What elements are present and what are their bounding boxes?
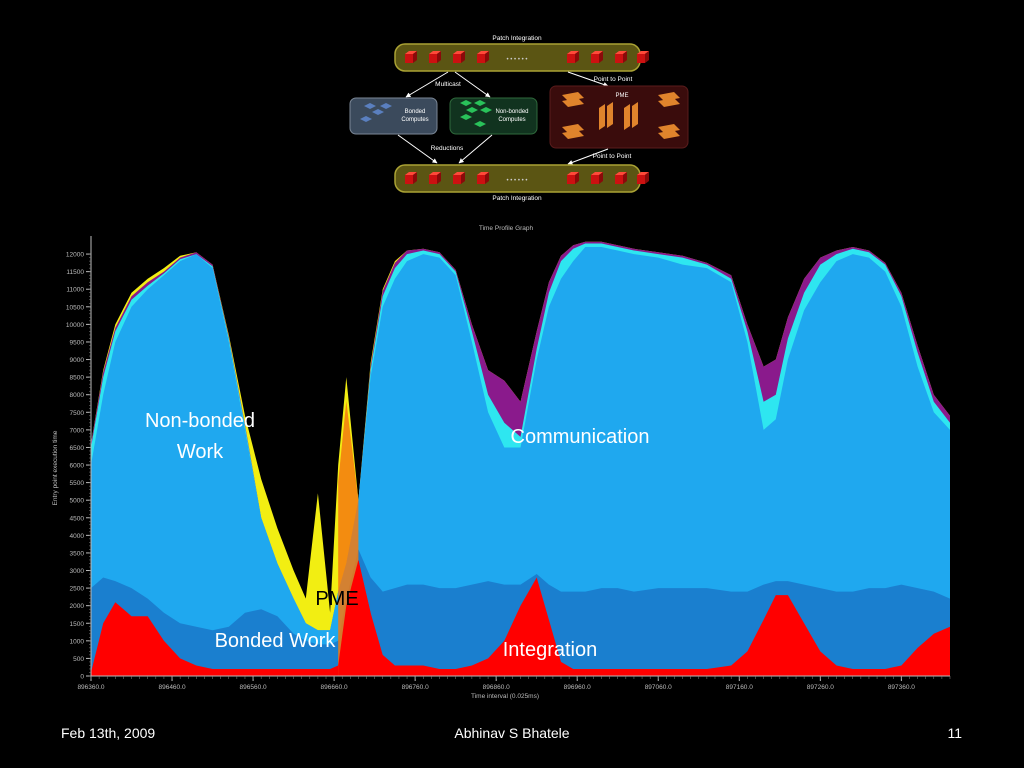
x-tick-label: 896360.0	[77, 684, 104, 691]
y-tick-label: 8000	[70, 392, 85, 399]
bonded-work-annotation: Bonded Work	[214, 630, 336, 652]
bonded-diamond-icons	[360, 103, 392, 122]
x-axis-label: Time interval (0.025ms)	[471, 693, 539, 700]
y-tick-label: 1000	[70, 638, 85, 645]
nonbonded-computes-line2: Computes	[498, 117, 525, 123]
reduction-arrow-right	[458, 134, 493, 164]
y-tick-label: 500	[73, 656, 84, 663]
x-tick-label: 896660.0	[321, 684, 348, 691]
x-tick-label: 896460.0	[158, 684, 185, 691]
x-tick-label: 897360.0	[888, 684, 915, 691]
multicast-arrow-right	[454, 71, 491, 98]
patch-cube-icon	[429, 172, 441, 184]
patch-cube-icon	[429, 51, 441, 63]
patch-cube-icon	[615, 51, 627, 63]
y-tick-label: 4000	[70, 533, 85, 540]
patch-cube-icon	[591, 51, 603, 63]
y-tick-label: 6000	[70, 463, 85, 470]
y-tick-label: 1500	[70, 621, 85, 628]
patch-cube-icon	[615, 172, 627, 184]
y-tick-label: 7500	[70, 410, 85, 417]
area-series-nonbonded	[91, 247, 950, 676]
patch-cube-icon	[477, 172, 489, 184]
patch-integration-top-label: Patch Integration	[492, 35, 542, 42]
patch-cube-icon	[453, 172, 465, 184]
nonbonded-work-line1: Non-bonded	[144, 410, 256, 432]
patch-cube-icon	[591, 172, 603, 184]
reduction-arrow-left	[397, 134, 438, 164]
nonbonded-computes-line1: Non-bonded	[495, 109, 528, 115]
y-tick-label: 5500	[70, 480, 85, 487]
pme-slab-icons	[562, 92, 680, 139]
y-tick-label: 5000	[70, 498, 85, 505]
y-tick-label: 8500	[70, 375, 85, 382]
y-tick-label: 3000	[70, 568, 85, 575]
patch-cubes-top	[405, 51, 649, 63]
y-axis-label: Entry point execution time	[52, 430, 59, 505]
patch-dots-top: • • • • • •	[507, 57, 528, 63]
patch-cube-icon	[567, 51, 579, 63]
patch-cube-icon	[405, 51, 417, 63]
multicast-arrow-left	[405, 71, 449, 98]
x-tick-label: 896860.0	[483, 684, 510, 691]
multicast-label: Multicast	[435, 81, 461, 88]
y-tick-label: 6500	[70, 445, 85, 452]
nonbonded-diamond-icons	[460, 100, 492, 127]
nonbonded-work-line2: Work	[176, 441, 224, 463]
x-tick-label: 897060.0	[645, 684, 672, 691]
nonbonded-work-annotation: Non-bonded Work	[120, 406, 280, 468]
patch-cube-icon	[477, 51, 489, 63]
y-tick-label: 0	[80, 674, 84, 681]
patch-cube-icon	[405, 172, 417, 184]
y-tick-label: 11500	[66, 269, 84, 276]
footer-author: Abhinav S Bhatele	[454, 725, 570, 741]
bonded-computes-line2: Computes	[401, 117, 428, 123]
y-tick-label: 4500	[70, 515, 85, 522]
pme-box	[549, 85, 689, 149]
y-tick-label: 11000	[66, 287, 84, 294]
namd-parallel-flow-diagram: Patch Integration • • • • • • Multicast …	[349, 35, 689, 202]
x-tick-label: 897260.0	[807, 684, 834, 691]
y-tick-label: 10000	[66, 322, 84, 329]
x-tick-label: 897160.0	[726, 684, 753, 691]
y-tick-label: 3500	[70, 550, 85, 557]
bonded-computes-line1: Bonded	[405, 109, 426, 115]
p2p-top-label: Point to Point	[594, 76, 633, 83]
x-axis-ticks: 896360.0 896460.0 896560.0 896660.0 896760.0…	[77, 676, 951, 691]
pme-box-label: PME	[615, 93, 628, 99]
integration-annotation: Integration	[502, 639, 598, 661]
patch-integration-bottom-label: Patch Integration	[492, 195, 542, 202]
y-tick-label: 2500	[70, 586, 85, 593]
y-axis-ticks: 0 500 1000 1500 2000 2500 3000 3500 4000 4500 5000…	[66, 252, 91, 681]
patch-cube-icon	[637, 51, 649, 63]
pme-annotation: PME	[315, 588, 359, 610]
patch-cubes-bottom	[405, 172, 649, 184]
area-series-integration	[91, 560, 950, 676]
y-tick-label: 2000	[70, 603, 85, 610]
footer-date: Feb 13th, 2009	[61, 725, 156, 741]
p2p-arrow-top	[567, 71, 609, 87]
communication-annotation: Communication	[510, 426, 650, 448]
p2p-bottom-label: Point to Point	[593, 153, 632, 160]
area-series-integration-front	[338, 560, 371, 676]
y-tick-label: 12000	[66, 252, 84, 259]
patch-dots-bottom: • • • • • •	[507, 178, 528, 184]
p2p-arrow-bottom	[567, 148, 609, 165]
x-tick-label: 896960.0	[564, 684, 591, 691]
reductions-label: Reductions	[431, 145, 464, 152]
patch-cube-icon	[453, 51, 465, 63]
x-tick-label: 896560.0	[240, 684, 267, 691]
y-tick-label: 9500	[70, 339, 85, 346]
x-tick-label: 896760.0	[402, 684, 429, 691]
chart-title: Time Profile Graph	[479, 225, 534, 232]
y-tick-label: 7000	[70, 427, 85, 434]
patch-cube-icon	[567, 172, 579, 184]
chart-area-layers	[91, 241, 950, 677]
y-tick-label: 9000	[70, 357, 85, 364]
slide-number: 11	[947, 725, 962, 741]
patch-cube-icon	[637, 172, 649, 184]
nonbonded-computes-box	[449, 97, 538, 135]
y-tick-label: 10500	[66, 304, 84, 311]
